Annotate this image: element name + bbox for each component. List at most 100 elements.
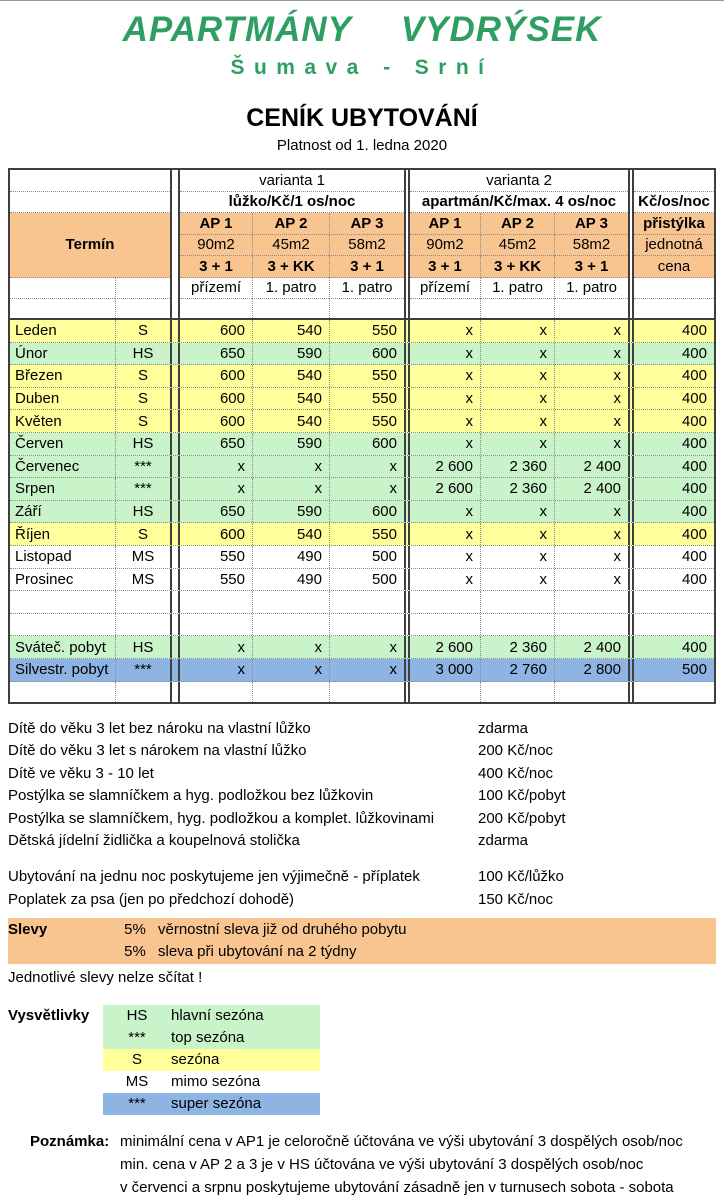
table-row: Leden S 600 540 550 x x x 400 [10, 320, 714, 343]
group-divider [170, 568, 180, 591]
discount-row: Slevy 5% věrnostní sleva již od druhého po… [8, 919, 716, 941]
ap-floor: přízemí [180, 278, 252, 299]
header-blank [252, 299, 329, 318]
variant2-subtitle: apartmán/Kč/max. 4 os/noc [410, 192, 628, 213]
price-cell [252, 613, 329, 636]
price-cell: x [329, 636, 404, 658]
price-cell: 600 [329, 342, 404, 365]
fee-row: Dítě do věku 3 let s nárokem na vlastní … [8, 740, 716, 763]
group-divider [628, 500, 634, 523]
header-blank [634, 170, 714, 192]
discount-percent: 5% [124, 942, 146, 960]
extra-bed-price-cell: 400 [681, 322, 707, 340]
fee-row: Ubytování na jednu noc poskytujeme jen v… [8, 866, 716, 889]
month-cell: Listopad [15, 548, 72, 566]
fee-label: Dítě do věku 3 let s nárokem na vlastní … [8, 742, 307, 760]
season-cell: *** [115, 478, 170, 500]
group-divider [404, 591, 410, 613]
ap-floor: 1. patro [329, 277, 404, 299]
ap-label: AP 3 [554, 213, 628, 235]
price-cell: 540 [252, 365, 329, 387]
header-blank [180, 299, 252, 318]
price-cell: x [465, 344, 474, 362]
price-cell: x [554, 342, 628, 365]
price-cell: x [554, 523, 628, 545]
ap-size: 58m2 [554, 234, 628, 256]
discount-text: věrnostní sleva již od druhého pobytu [158, 921, 407, 939]
season-cell: HS [115, 432, 170, 455]
group-divider [170, 387, 180, 410]
extra-bed-price-cell: 400 [681, 457, 707, 475]
ap-label: AP 1 [180, 213, 252, 235]
price-cell: 2 760 [480, 658, 554, 681]
season-cell: MS [115, 545, 170, 568]
price-cell: x [329, 658, 404, 681]
table-row: Listopad MS 550 490 500 x x x 400 [10, 545, 714, 569]
group-divider [170, 432, 180, 455]
group-divider [404, 365, 410, 387]
price-cell: x [465, 412, 474, 430]
header-blank [480, 299, 554, 318]
ap-size: 45m2 [480, 234, 554, 256]
group-divider [170, 613, 180, 636]
table-row: Sváteč. pobyt HS x x x 2 600 2 360 2 400 400 [10, 636, 714, 659]
note-lines: minimální cena v AP1 je celoročně účtová… [120, 1131, 716, 1199]
price-cell: 600 [329, 500, 404, 523]
legend-text: super sezóna [171, 1095, 262, 1113]
season-cell: HS [115, 500, 170, 523]
price-cell [252, 591, 329, 613]
season-cell: S [115, 365, 170, 387]
fee-label: Ubytování na jednu noc poskytujeme jen v… [8, 868, 420, 886]
price-cell: 600 [219, 390, 245, 408]
group-divider [404, 410, 410, 432]
price-cell: 600 [219, 322, 245, 340]
children-fees-list: Dítě do věku 3 let bez nároku na vlastní… [8, 718, 716, 854]
price-cell [410, 614, 480, 636]
fee-row: Postýlka se slamníčkem a hyg. podložkou … [8, 785, 716, 808]
price-cell: 550 [329, 320, 404, 342]
group-divider [628, 591, 634, 613]
page-title: APARTMÁNY VYDRÝSEK [122, 10, 602, 49]
fee-value: 400 Kč/noc [478, 764, 554, 782]
price-cell: 2 360 [480, 636, 554, 658]
extra-bed-price-type: jednotná [634, 234, 714, 256]
price-cell: x [252, 658, 329, 681]
ap-size: 58m2 [329, 234, 404, 256]
header-blank [634, 278, 714, 299]
legend-text: top sezóna [171, 1029, 245, 1047]
price-cell: x [252, 478, 329, 500]
price-cell: x [480, 387, 554, 410]
price-cell: x [554, 365, 628, 387]
table-row: Květen S 600 540 550 x x x 400 [10, 410, 714, 433]
price-cell: 590 [252, 500, 329, 523]
header-blank [10, 299, 115, 318]
price-cell: 600 [329, 432, 404, 455]
extra-bed-price-cell: 400 [681, 367, 707, 385]
ap-floor: 1. patro [480, 277, 554, 299]
legend-code: MS [125, 1073, 149, 1091]
masthead: APARTMÁNY VYDRÝSEK Šumava - Srní CENÍK U… [8, 1, 716, 155]
price-cell: 490 [252, 545, 329, 568]
price-cell: 500 [329, 545, 404, 568]
discounts-note: Jednotlivé slevy nelze sčítat ! [8, 969, 203, 987]
extra-bed-price-type: cena [634, 256, 714, 278]
price-cell: 650 [219, 503, 245, 521]
group-divider [170, 636, 180, 658]
price-cell: 2 600 [435, 480, 473, 498]
extra-bed-price-cell: 400 [681, 344, 707, 362]
price-cell: x [465, 525, 474, 543]
group-divider [170, 455, 180, 478]
variant2-title: varianta 2 [410, 170, 628, 192]
price-cell [180, 614, 252, 636]
ap-floor: přízemí [410, 278, 480, 299]
price-cell: x [554, 500, 628, 523]
price-cell: x [554, 410, 628, 432]
fee-row: Postýlka se slamníčkem, hyg. podložkou a… [8, 808, 716, 831]
table-row: Silvestr. pobyt *** x x x 3 000 2 760 2 800 500 [10, 658, 714, 682]
ap-layout: 3 + KK [252, 256, 329, 278]
month-cell: Březen [15, 367, 63, 385]
legend-row: *** super sezóna [103, 1093, 320, 1116]
ap-layout: 3 + KK [480, 256, 554, 278]
